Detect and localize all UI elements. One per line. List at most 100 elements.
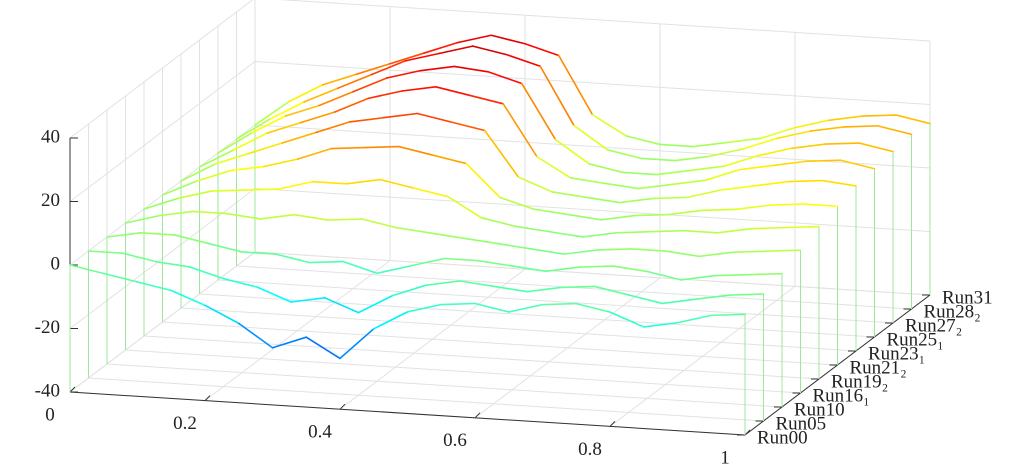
series-segment bbox=[394, 226, 431, 234]
series-segment bbox=[87, 250, 124, 254]
series-segment bbox=[311, 180, 348, 185]
series-segment bbox=[474, 302, 510, 313]
series-segment bbox=[229, 165, 265, 172]
series-segment bbox=[254, 100, 290, 126]
series-segment bbox=[232, 132, 268, 151]
series-segment bbox=[195, 169, 231, 183]
grid-line bbox=[254, 251, 931, 296]
series-segment bbox=[806, 159, 842, 163]
series-segment bbox=[443, 257, 480, 262]
grid-line bbox=[254, 124, 931, 169]
series-segment bbox=[281, 131, 317, 144]
series-segment bbox=[581, 231, 618, 238]
grid-line bbox=[254, 61, 931, 105]
x-tick-label: 0.6 bbox=[443, 430, 467, 451]
y-tick-label: Run19₂ bbox=[831, 371, 888, 392]
series-segment bbox=[499, 196, 535, 210]
series-segment bbox=[671, 179, 707, 186]
grid-line bbox=[125, 349, 801, 394]
series-segment bbox=[876, 125, 913, 136]
grid-line bbox=[88, 377, 764, 422]
series-segment bbox=[630, 248, 667, 252]
series-segment bbox=[544, 266, 581, 273]
series-segment bbox=[698, 251, 734, 258]
series-segment bbox=[170, 289, 206, 307]
series-segment bbox=[622, 171, 658, 176]
series-segment bbox=[299, 111, 336, 124]
series-segment bbox=[293, 213, 329, 221]
series-segment bbox=[256, 286, 292, 303]
series-segment bbox=[409, 257, 446, 267]
series-segment bbox=[247, 142, 284, 155]
x-tick-label: 1 bbox=[720, 447, 730, 468]
series-segment bbox=[588, 163, 624, 174]
grid-line bbox=[180, 307, 857, 352]
series-segment bbox=[379, 178, 415, 189]
series-segment bbox=[618, 197, 655, 204]
series-segment bbox=[625, 135, 661, 146]
series-segment bbox=[775, 130, 812, 140]
series-segment bbox=[652, 196, 689, 200]
y-tick-label: Run27₂ bbox=[905, 315, 962, 336]
series-segment bbox=[278, 180, 314, 190]
x-axis bbox=[69, 391, 746, 436]
tick-mark bbox=[609, 421, 616, 427]
series-segment bbox=[490, 34, 526, 45]
series-segment bbox=[222, 277, 259, 288]
series-segment bbox=[723, 154, 759, 167]
series-segment bbox=[615, 230, 652, 234]
series-segment bbox=[406, 303, 443, 313]
grid-line bbox=[254, 188, 931, 232]
series-segment bbox=[710, 313, 746, 317]
series-segment bbox=[843, 125, 879, 128]
series-segment bbox=[477, 259, 513, 267]
series-segment bbox=[305, 336, 341, 360]
series-segment bbox=[655, 169, 692, 176]
series-segment bbox=[180, 163, 216, 182]
series-segment bbox=[244, 188, 280, 191]
series-segment bbox=[323, 296, 360, 314]
series-segment bbox=[453, 65, 489, 73]
series-segment bbox=[649, 229, 685, 233]
series-segment bbox=[416, 112, 452, 123]
series-segment bbox=[136, 281, 173, 292]
series-segment bbox=[259, 213, 296, 220]
series-segment bbox=[434, 86, 471, 97]
series-segment bbox=[514, 225, 550, 233]
series-segment bbox=[646, 270, 682, 281]
series-segment bbox=[342, 260, 378, 275]
series-segment bbox=[345, 178, 382, 185]
series-segment bbox=[204, 304, 240, 325]
series-segment bbox=[462, 237, 498, 245]
tick-mark bbox=[339, 403, 346, 410]
series-segment bbox=[440, 302, 476, 306]
series-segment bbox=[198, 149, 235, 168]
series-segment bbox=[689, 165, 726, 172]
series-segment bbox=[192, 210, 228, 215]
series-segment bbox=[692, 141, 729, 148]
series-segment bbox=[753, 180, 790, 187]
series-segment bbox=[765, 249, 802, 252]
series-segment bbox=[726, 137, 763, 144]
series-segment bbox=[640, 157, 677, 162]
series-segment bbox=[367, 90, 403, 100]
series-segment bbox=[676, 314, 713, 324]
grid-line bbox=[278, 0, 931, 42]
z-tick-label: -20 bbox=[35, 317, 60, 338]
x-tick-label: 0.8 bbox=[578, 439, 602, 460]
y-tick-label: Run10 bbox=[794, 399, 845, 420]
series-segment bbox=[704, 168, 741, 181]
series-segment bbox=[357, 294, 394, 314]
y-tick-label: Run28₂ bbox=[924, 301, 981, 322]
series-segment bbox=[597, 248, 633, 251]
series-segment bbox=[139, 232, 176, 236]
series-segment bbox=[787, 179, 824, 183]
series-segment bbox=[210, 189, 247, 192]
series-segment bbox=[438, 45, 474, 55]
series-segment bbox=[591, 113, 628, 137]
series-segment bbox=[505, 53, 542, 68]
series-segment bbox=[585, 196, 621, 204]
series-segment bbox=[483, 129, 520, 178]
series-segment bbox=[802, 203, 839, 208]
